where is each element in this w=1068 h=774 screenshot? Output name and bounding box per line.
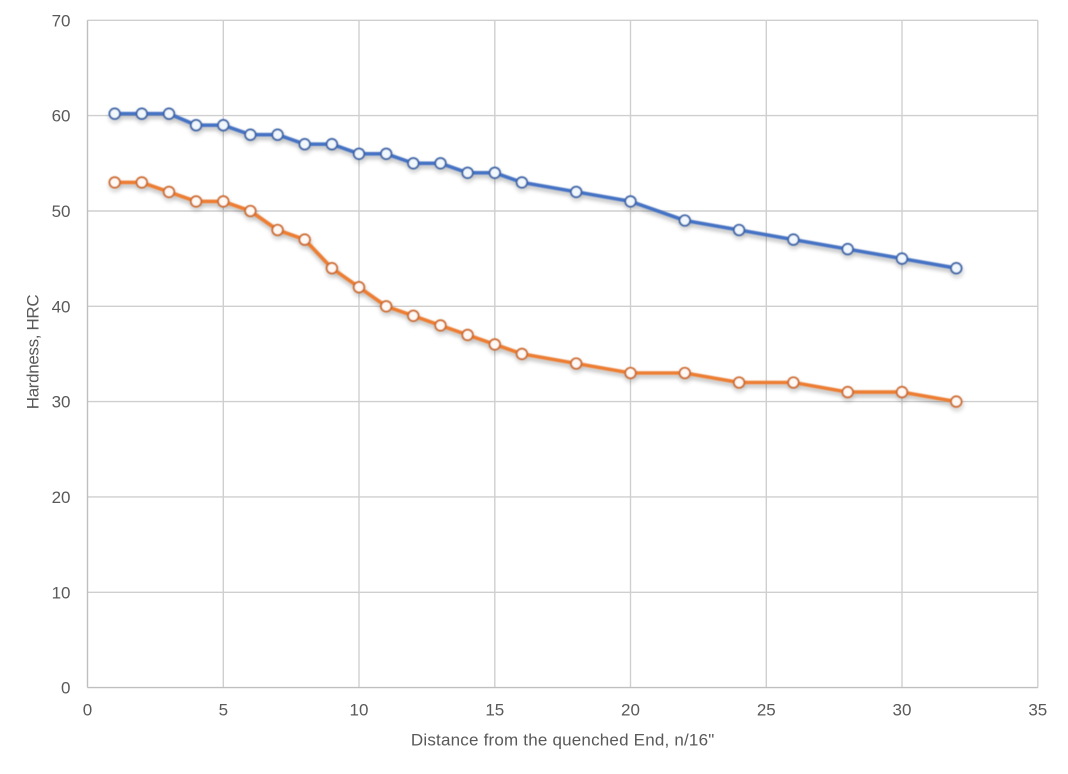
svg-text:70: 70 — [52, 11, 71, 30]
svg-text:Distance from the quenched End: Distance from the quenched End, n/16" — [411, 731, 715, 750]
svg-text:0: 0 — [61, 679, 70, 698]
svg-text:Hardness, HRC: Hardness, HRC — [24, 295, 43, 410]
svg-text:25: 25 — [757, 701, 776, 720]
svg-text:20: 20 — [52, 488, 71, 507]
svg-text:15: 15 — [485, 701, 504, 720]
svg-text:0: 0 — [83, 701, 92, 720]
svg-text:40: 40 — [52, 297, 71, 316]
svg-text:30: 30 — [893, 701, 912, 720]
svg-text:10: 10 — [350, 701, 369, 720]
svg-text:20: 20 — [621, 701, 640, 720]
svg-text:50: 50 — [52, 202, 71, 221]
svg-text:35: 35 — [1028, 701, 1047, 720]
svg-text:60: 60 — [52, 107, 71, 126]
svg-text:5: 5 — [219, 701, 228, 720]
svg-text:10: 10 — [52, 583, 71, 602]
svg-text:30: 30 — [52, 393, 71, 412]
